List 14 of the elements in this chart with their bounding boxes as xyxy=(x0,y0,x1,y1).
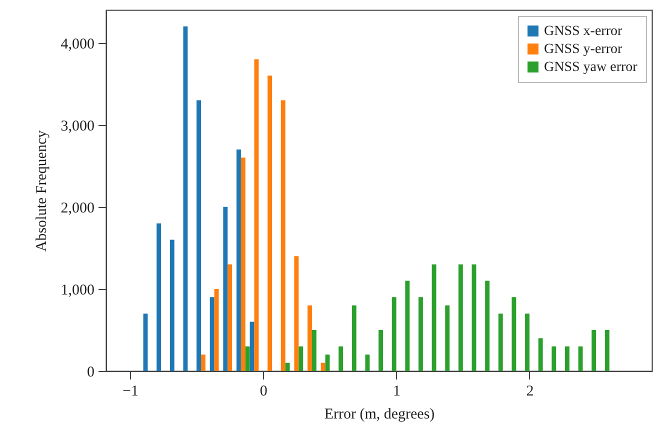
legend-label: GNSS y-error xyxy=(544,42,622,57)
x-tick-label: 0 xyxy=(260,384,268,400)
y-tick-label: 2,000 xyxy=(60,200,94,216)
x-tick-label: 2 xyxy=(526,384,534,400)
y-tick-label: 1,000 xyxy=(60,282,94,298)
x-axis-title: Error (m, degrees) xyxy=(324,406,435,422)
y-tick-label: 4,000 xyxy=(60,36,94,52)
x-tick-label: −1 xyxy=(122,384,138,400)
y-tick-label: 0 xyxy=(87,364,94,380)
legend-label: GNSS yaw error xyxy=(544,60,638,75)
x-tick-label: 1 xyxy=(393,384,401,400)
y-axis-title: Absolute Frequency xyxy=(34,130,50,252)
y-tick-label: 3,000 xyxy=(60,118,94,134)
legend-label: GNSS x-error xyxy=(544,24,622,39)
